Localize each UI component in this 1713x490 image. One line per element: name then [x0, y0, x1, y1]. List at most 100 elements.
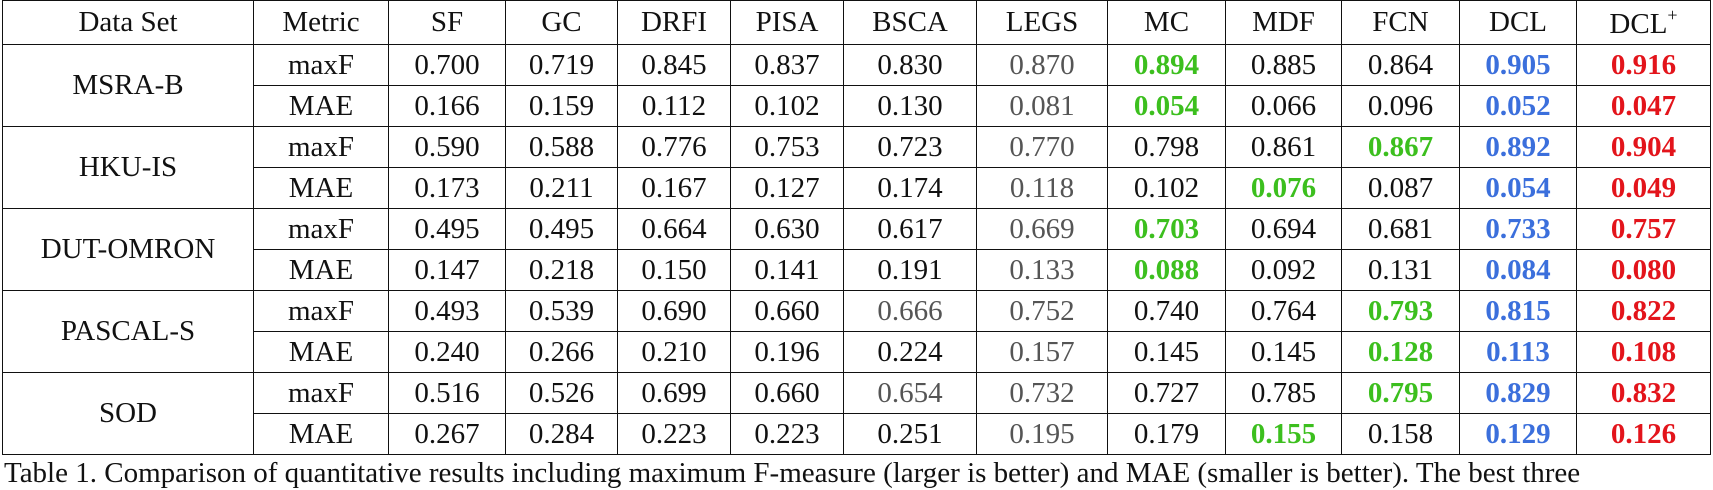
value-cell: 0.752 — [976, 290, 1108, 332]
value-cell: 0.211 — [505, 167, 618, 209]
value-cell: 0.493 — [388, 290, 506, 332]
value-cell: 0.845 — [617, 44, 731, 86]
value-cell: 0.251 — [843, 413, 977, 455]
value-cell: 0.654 — [843, 372, 977, 414]
value-cell: 0.133 — [976, 249, 1108, 291]
value-cell: 0.096 — [1341, 85, 1460, 127]
value-cell: 0.167 — [617, 167, 731, 209]
value-cell: 0.700 — [388, 44, 506, 86]
value-cell: 0.723 — [843, 126, 977, 168]
value-cell: 0.660 — [730, 372, 844, 414]
value-cell: 0.108 — [1576, 331, 1711, 373]
value-cell: 0.526 — [505, 372, 618, 414]
dataset-cell: DUT-OMRON — [2, 208, 254, 291]
value-cell: 0.266 — [505, 331, 618, 373]
header-cell: MDF — [1225, 0, 1342, 45]
value-cell: 0.127 — [730, 167, 844, 209]
header-row: Data Set Metric SF GC DRFI PISA BSCA LEGS MC MDF F… — [2, 0, 1711, 45]
value-cell: 0.617 — [843, 208, 977, 250]
header-text: DRFI — [640, 6, 708, 38]
value-cell: 0.267 — [388, 413, 506, 455]
value-cell: 0.916 — [1576, 44, 1711, 86]
header-text: DCL — [1609, 7, 1668, 40]
header-text: Metric — [282, 6, 360, 38]
value-cell: 0.904 — [1576, 126, 1711, 168]
value-cell: 0.785 — [1225, 372, 1342, 414]
value-cell: 0.195 — [976, 413, 1108, 455]
value-cell: 0.066 — [1225, 85, 1342, 127]
data-row: HKU-IS maxF 0.590 0.588 0.776 0.753 0.723 0.770… — [2, 126, 1711, 209]
data-row: MAE 0.166 0.159 0.112 0.102 0.130 0.081 0.054 0.… — [3, 85, 1711, 127]
value-cell: 0.129 — [1459, 413, 1577, 455]
header-text: BSCA — [872, 6, 948, 38]
value-cell: 0.666 — [843, 290, 977, 332]
value-cell: 0.224 — [843, 331, 977, 373]
value-cell: 0.798 — [1107, 126, 1226, 168]
value-cell: 0.081 — [976, 85, 1108, 127]
value-cell: 0.179 — [1107, 413, 1226, 455]
metric-cell: maxF — [253, 372, 389, 414]
value-cell: 0.885 — [1225, 44, 1342, 86]
header-text: LEGS — [1005, 6, 1079, 38]
metric-cell: MAE — [253, 85, 389, 127]
value-cell: 0.049 — [1576, 167, 1711, 209]
value-cell: 0.113 — [1459, 331, 1577, 373]
metric-cell: maxF — [253, 44, 389, 86]
value-cell: 0.829 — [1459, 372, 1577, 414]
value-cell: 0.054 — [1459, 167, 1577, 209]
value-cell: 0.141 — [730, 249, 844, 291]
value-cell: 0.218 — [505, 249, 618, 291]
value-cell: 0.861 — [1225, 126, 1342, 168]
value-cell: 0.590 — [388, 126, 506, 168]
header-superscript: + — [1667, 4, 1678, 25]
value-cell: 0.076 — [1225, 167, 1342, 209]
dataset-cell: PASCAL-S — [2, 290, 254, 373]
value-cell: 0.905 — [1459, 44, 1577, 86]
value-cell: 0.822 — [1576, 290, 1711, 332]
metric-cell: MAE — [253, 331, 389, 373]
value-cell: 0.174 — [843, 167, 977, 209]
data-row: PASCAL-S maxF 0.493 0.539 0.690 0.660 0.666 0.7… — [2, 290, 1711, 373]
value-cell: 0.080 — [1576, 249, 1711, 291]
caption: Table 1. Comparison of quantitative resu… — [4, 457, 1581, 489]
value-cell: 0.145 — [1225, 331, 1342, 373]
value-cell: 0.669 — [976, 208, 1108, 250]
value-cell: 0.047 — [1576, 85, 1711, 127]
value-cell: 0.733 — [1459, 208, 1577, 250]
header-cell: DRFI — [617, 0, 731, 45]
metric-cell: maxF — [253, 290, 389, 332]
value-cell: 0.130 — [843, 85, 977, 127]
header-text: GC — [541, 6, 582, 38]
value-cell: 0.764 — [1225, 290, 1342, 332]
header-cell: Metric — [253, 0, 389, 45]
value-cell: 0.740 — [1107, 290, 1226, 332]
value-cell: 0.131 — [1341, 249, 1460, 291]
value-cell: 0.837 — [730, 44, 844, 86]
dataset-cell: SOD — [2, 372, 254, 455]
data-row: DUT-OMRON maxF 0.495 0.495 0.664 0.630 0.617 0.… — [2, 208, 1711, 291]
value-cell: 0.867 — [1341, 126, 1460, 168]
value-cell: 0.150 — [617, 249, 731, 291]
value-cell: 0.892 — [1459, 126, 1577, 168]
value-cell: 0.753 — [730, 126, 844, 168]
value-cell: 0.210 — [617, 331, 731, 373]
metric-cell: MAE — [253, 249, 389, 291]
results-table: Data Set Metric SF GC DRFI PISA BSCA LEGS MC MDF F… — [2, 0, 1711, 455]
header-text: SF — [430, 6, 464, 38]
header-text: PISA — [755, 6, 819, 38]
value-cell: 0.112 — [617, 85, 731, 127]
value-cell: 0.102 — [1107, 167, 1226, 209]
value-cell: 0.155 — [1225, 413, 1342, 455]
header-cell: GC — [505, 0, 618, 45]
value-cell: 0.284 — [505, 413, 618, 455]
value-cell: 0.092 — [1225, 249, 1342, 291]
value-cell: 0.166 — [388, 85, 506, 127]
header-cell: SF — [388, 0, 506, 45]
header-cell: MC — [1107, 0, 1226, 45]
value-cell: 0.158 — [1341, 413, 1460, 455]
value-cell: 0.719 — [505, 44, 618, 86]
value-cell: 0.699 — [617, 372, 731, 414]
metric-cell: maxF — [253, 126, 389, 168]
value-cell: 0.588 — [505, 126, 618, 168]
